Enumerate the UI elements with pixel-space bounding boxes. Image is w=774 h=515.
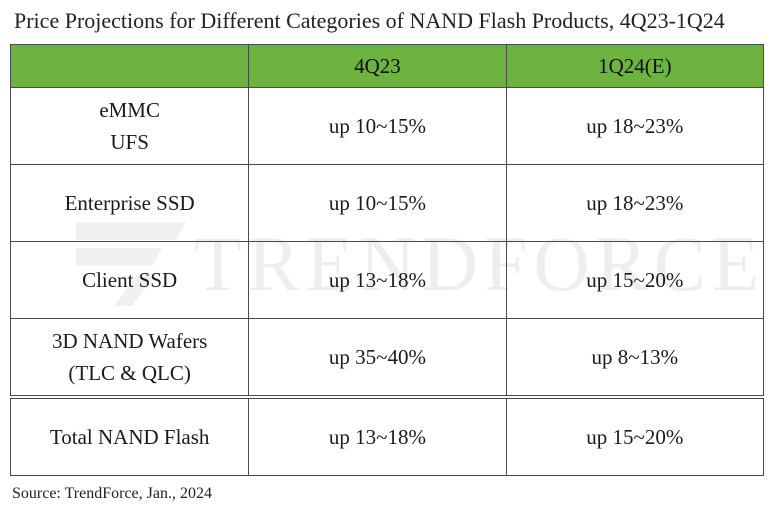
header-4q23: 4Q23 — [248, 44, 507, 88]
category-line: (TLC & QLC) — [68, 361, 191, 385]
cell-4q23: up 10~15% — [248, 164, 507, 242]
category-line: eMMC — [99, 98, 160, 122]
table-row: 3D NAND Wafers (TLC & QLC) up 35~40% up … — [9, 318, 765, 398]
category-line: UFS — [110, 130, 149, 154]
cell-4q23: up 10~15% — [248, 87, 507, 165]
category-line: Enterprise SSD — [64, 191, 195, 215]
row-category: Total NAND Flash — [9, 395, 250, 476]
header-category — [9, 44, 250, 88]
table-row: Client SSD up 13~18% up 15~20% — [9, 241, 765, 319]
table-row: Enterprise SSD up 10~15% up 18~23% — [9, 164, 765, 242]
cell-1q24e: up 8~13% — [505, 318, 765, 398]
cell-4q23: up 13~18% — [248, 241, 507, 319]
category-line: Total NAND Flash — [49, 425, 210, 449]
table-row: eMMC UFS up 10~15% up 18~23% — [9, 87, 765, 165]
row-category: eMMC UFS — [9, 87, 250, 165]
category-line: Client SSD — [82, 268, 178, 292]
source-note: Source: TrendForce, Jan., 2024 — [12, 485, 212, 502]
category-line: 3D NAND Wafers — [51, 329, 208, 353]
cell-4q23: up 35~40% — [248, 318, 507, 398]
row-category: Client SSD — [9, 241, 250, 319]
table-row-total: Total NAND Flash up 13~18% up 15~20% — [9, 395, 765, 476]
header-1q24e: 1Q24(E) — [505, 44, 765, 88]
cell-4q23: up 13~18% — [248, 395, 507, 476]
row-category: 3D NAND Wafers (TLC & QLC) — [9, 318, 250, 398]
cell-1q24e: up 18~23% — [505, 87, 765, 165]
cell-1q24e: up 15~20% — [505, 395, 765, 476]
cell-1q24e: up 18~23% — [505, 164, 765, 242]
row-category: Enterprise SSD — [9, 164, 250, 242]
table-header-row: 4Q23 1Q24(E) — [9, 44, 765, 88]
price-projection-table: 4Q23 1Q24(E) eMMC UFS up 10~15% up 18~23… — [9, 44, 765, 476]
chart-title: Price Projections for Different Categori… — [14, 8, 725, 33]
cell-1q24e: up 15~20% — [505, 241, 765, 319]
